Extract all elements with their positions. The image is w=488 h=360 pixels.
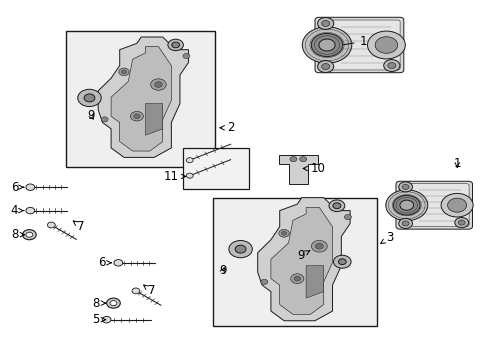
FancyBboxPatch shape — [314, 17, 403, 73]
Circle shape — [311, 33, 342, 57]
Circle shape — [171, 42, 179, 48]
Circle shape — [154, 82, 162, 87]
Circle shape — [398, 182, 412, 192]
Text: 7: 7 — [143, 284, 155, 297]
Circle shape — [457, 220, 464, 225]
Circle shape — [315, 243, 323, 249]
Circle shape — [383, 59, 399, 72]
Circle shape — [26, 184, 35, 190]
Bar — [66, 31, 215, 167]
Text: 1: 1 — [452, 157, 460, 170]
Circle shape — [302, 27, 351, 63]
Circle shape — [387, 63, 395, 68]
Text: 6: 6 — [11, 181, 24, 194]
Circle shape — [317, 18, 333, 30]
Text: 5: 5 — [92, 313, 105, 326]
Circle shape — [119, 68, 129, 76]
Text: 3: 3 — [380, 231, 393, 244]
Circle shape — [332, 203, 340, 209]
Text: 8: 8 — [11, 228, 24, 241]
Circle shape — [130, 112, 143, 121]
Circle shape — [228, 240, 252, 258]
Circle shape — [293, 276, 300, 281]
Circle shape — [374, 37, 397, 53]
Circle shape — [150, 79, 166, 90]
Circle shape — [344, 215, 351, 220]
Circle shape — [281, 231, 286, 235]
Text: 4: 4 — [11, 204, 24, 217]
FancyBboxPatch shape — [395, 181, 471, 229]
Circle shape — [454, 217, 468, 228]
Circle shape — [393, 195, 419, 215]
Text: 9: 9 — [87, 109, 94, 122]
Circle shape — [114, 260, 122, 266]
FancyBboxPatch shape — [399, 184, 468, 227]
Circle shape — [235, 245, 245, 253]
Polygon shape — [305, 266, 323, 298]
Circle shape — [133, 114, 140, 118]
Circle shape — [328, 200, 344, 212]
Polygon shape — [98, 37, 188, 157]
Circle shape — [321, 21, 329, 26]
Circle shape — [321, 64, 329, 69]
Circle shape — [78, 89, 101, 107]
Circle shape — [84, 94, 95, 102]
Circle shape — [132, 288, 140, 294]
Circle shape — [121, 70, 126, 74]
Text: 9: 9 — [297, 249, 309, 262]
Circle shape — [401, 184, 408, 189]
Polygon shape — [270, 207, 332, 314]
Circle shape — [102, 316, 111, 323]
Text: 8: 8 — [92, 297, 105, 310]
Circle shape — [401, 221, 408, 226]
Circle shape — [260, 279, 267, 284]
Text: 6: 6 — [98, 256, 111, 269]
Circle shape — [290, 274, 303, 284]
Bar — [212, 198, 376, 326]
Polygon shape — [111, 46, 171, 151]
Text: 1: 1 — [330, 35, 366, 48]
Circle shape — [186, 173, 193, 178]
Circle shape — [299, 157, 306, 162]
Circle shape — [440, 193, 472, 217]
Text: 11: 11 — [163, 170, 185, 183]
Circle shape — [447, 198, 466, 212]
Circle shape — [311, 240, 326, 252]
Bar — [183, 148, 249, 189]
Circle shape — [106, 298, 120, 308]
FancyBboxPatch shape — [318, 20, 399, 70]
Circle shape — [167, 39, 183, 51]
Circle shape — [101, 117, 108, 122]
Text: 9: 9 — [219, 264, 226, 277]
Circle shape — [183, 54, 189, 59]
Polygon shape — [145, 104, 163, 135]
Circle shape — [318, 39, 334, 51]
Circle shape — [399, 200, 413, 210]
Circle shape — [278, 229, 289, 237]
Circle shape — [22, 230, 36, 240]
Circle shape — [398, 219, 412, 229]
Polygon shape — [278, 155, 317, 184]
Circle shape — [186, 158, 193, 163]
Text: 2: 2 — [220, 121, 234, 134]
Circle shape — [333, 255, 350, 268]
Polygon shape — [257, 198, 349, 321]
Circle shape — [26, 207, 35, 214]
Circle shape — [110, 301, 117, 306]
Circle shape — [338, 259, 346, 265]
Circle shape — [385, 190, 427, 221]
Circle shape — [317, 60, 333, 72]
Circle shape — [289, 157, 296, 162]
Circle shape — [47, 222, 55, 228]
Circle shape — [26, 232, 33, 237]
Text: 7: 7 — [73, 220, 84, 233]
Circle shape — [367, 31, 405, 59]
Text: 10: 10 — [303, 162, 325, 175]
